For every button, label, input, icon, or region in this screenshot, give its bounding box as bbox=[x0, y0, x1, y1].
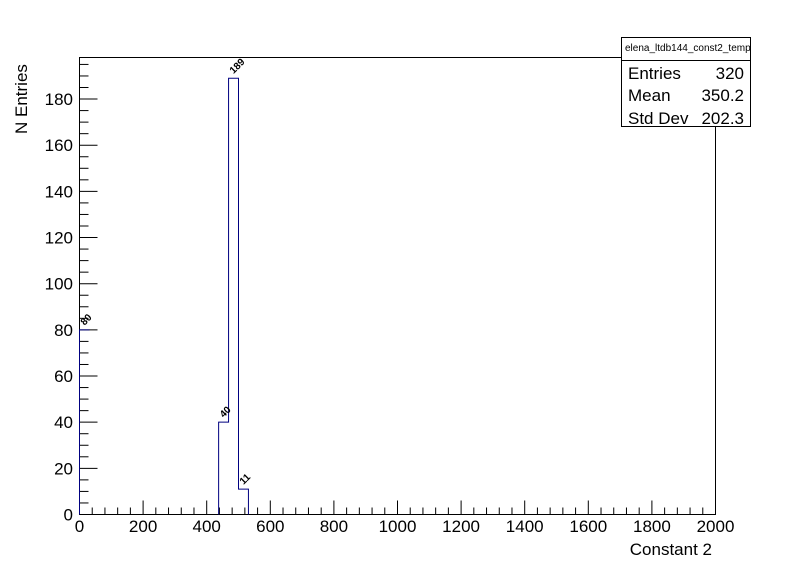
y-tick-label: 0 bbox=[64, 506, 73, 525]
x-tick-label: 2000 bbox=[697, 517, 735, 536]
x-tick-label: 400 bbox=[193, 517, 221, 536]
y-tick-label: 180 bbox=[45, 90, 73, 109]
x-tick-label: 1600 bbox=[569, 517, 607, 536]
y-tick-label: 160 bbox=[45, 136, 73, 155]
x-tick-label: 200 bbox=[129, 517, 157, 536]
histogram-series bbox=[79, 77, 249, 515]
y-tick-label: 80 bbox=[54, 321, 73, 340]
x-tick-label: 800 bbox=[320, 517, 348, 536]
y-tick-label: 60 bbox=[54, 367, 73, 386]
y-tick-label: 120 bbox=[45, 229, 73, 248]
stats-value: 320 bbox=[715, 64, 744, 83]
axes-ticks bbox=[79, 63, 716, 515]
bin-value-label: 11 bbox=[238, 472, 254, 488]
y-tick-label: 100 bbox=[45, 275, 73, 294]
stats-title: elena_ltdb144_const2_temp bbox=[622, 38, 750, 61]
x-tick-label: 1200 bbox=[442, 517, 480, 536]
bin-value-label: 80 bbox=[79, 312, 95, 328]
bin-value-label: 189 bbox=[228, 57, 248, 77]
y-tick-label: 140 bbox=[45, 182, 73, 201]
x-tick-label: 1400 bbox=[506, 517, 544, 536]
stats-box: elena_ltdb144_const2_temp Entries 320 Me… bbox=[621, 37, 751, 130]
x-tick-label: 600 bbox=[256, 517, 284, 536]
stats-label: Entries bbox=[628, 64, 681, 83]
stats-row-mean: Mean 350.2 bbox=[628, 84, 744, 107]
y-tick-label: 20 bbox=[54, 459, 73, 478]
stats-value: 202.3 bbox=[701, 109, 744, 128]
x-tick-label: 1800 bbox=[633, 517, 671, 536]
y-axis-label: N Entries bbox=[12, 64, 31, 134]
bin-value-label: 40 bbox=[218, 404, 234, 420]
x-tick-label: 1000 bbox=[379, 517, 417, 536]
x-tick-label: 0 bbox=[75, 517, 84, 536]
stats-row-entries: Entries 320 bbox=[628, 62, 744, 85]
x-axis-label: Constant 2 bbox=[630, 540, 712, 559]
stats-row-std-dev: Std Dev 202.3 bbox=[628, 107, 744, 130]
stats-label: Mean bbox=[628, 86, 671, 105]
tick-labels: 0 200 400 600 800 1000 1200 1400 1600 1800 2000 0 20… bbox=[45, 90, 735, 536]
y-tick-label: 40 bbox=[54, 413, 73, 432]
stats-label: Std Dev bbox=[628, 109, 689, 128]
stats-value: 350.2 bbox=[701, 86, 744, 105]
